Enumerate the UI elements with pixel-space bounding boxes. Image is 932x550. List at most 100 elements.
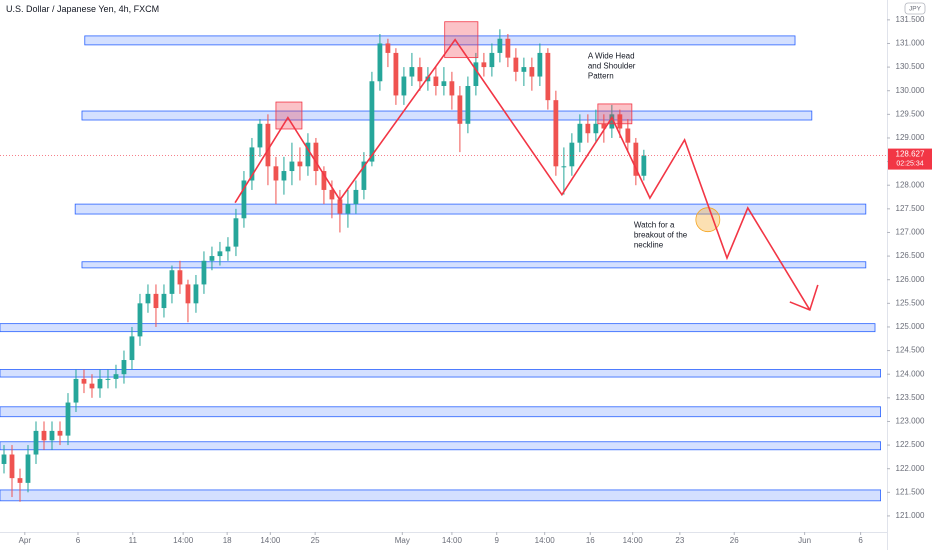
projection-arrowhead (789, 284, 819, 312)
candle-body (169, 270, 175, 294)
candle-body (17, 478, 23, 483)
candle-body (313, 142, 319, 172)
x-tick-label: Apr (19, 536, 32, 545)
candle-body (601, 123, 607, 129)
x-tick-label: 6 (858, 536, 863, 545)
candle-body (177, 270, 183, 285)
pattern-box (444, 21, 479, 59)
candle-body (561, 166, 567, 168)
candle-body (393, 52, 399, 96)
y-tick-label: 126.000 (896, 275, 925, 284)
y-tick-label: 123.000 (896, 417, 925, 426)
candle-body (641, 155, 647, 176)
candle-body (465, 85, 471, 124)
candle-body (33, 430, 39, 455)
candle-body (401, 76, 407, 96)
candle-body (249, 147, 255, 181)
candle-body (41, 430, 47, 441)
candle-body (529, 67, 535, 77)
support-resistance-zone (0, 369, 882, 378)
candle-body (321, 171, 327, 190)
candle-body (585, 123, 591, 134)
y-tick-label: 122.500 (896, 440, 925, 449)
support-resistance-zone (0, 441, 882, 451)
currency-badge[interactable] (904, 2, 926, 15)
y-tick-label: 122.000 (896, 464, 925, 473)
y-tick-label: 131.500 (896, 15, 925, 24)
candle-body (617, 114, 623, 129)
last-price-badge (888, 148, 932, 170)
last-price-label: 128.627 (896, 150, 925, 159)
candle-body (273, 166, 279, 181)
candle-body (209, 256, 215, 261)
candle-body (345, 204, 351, 214)
x-tick-label: 14:00 (623, 536, 644, 545)
y-tick-label: 129.000 (896, 133, 925, 142)
candle-body (537, 52, 543, 77)
candle-body (201, 260, 207, 285)
candle-body (473, 62, 479, 86)
drawings-layer: A Wide Head and Shoulder Pattern Watch for … (234, 21, 819, 312)
y-tick-label: 126.500 (896, 251, 925, 260)
candle-body (289, 161, 295, 172)
candle-body (625, 128, 631, 143)
chart-title: U.S. Dollar / Japanese Yen, 4h, FXCM (6, 4, 159, 14)
candle-body (481, 62, 487, 68)
candle-body (377, 43, 383, 82)
x-tick-label: 14:00 (260, 536, 281, 545)
y-tick-label: 127.000 (896, 228, 925, 237)
candle-body (545, 52, 551, 101)
candle-body (305, 142, 311, 167)
candle-body (105, 378, 111, 380)
annotation-line: breakout of the (634, 231, 688, 240)
candle-body (593, 123, 599, 134)
y-tick-label: 124.500 (896, 346, 925, 355)
candle-body (193, 284, 199, 304)
candle-body (145, 293, 151, 304)
annotation-line: and Shoulder (588, 62, 636, 71)
annotation-line: Pattern (588, 72, 614, 81)
candle-body (361, 161, 367, 190)
candle-body (233, 218, 239, 247)
candle-body (57, 430, 63, 436)
y-tick-label: 125.500 (896, 298, 925, 307)
x-tick-label: 14:00 (442, 536, 463, 545)
x-tick-label: May (395, 536, 410, 545)
y-tick-label: 130.000 (896, 86, 925, 95)
y-tick-label: 121.500 (896, 487, 925, 496)
support-resistance-zone (81, 261, 867, 269)
breakout-marker (695, 207, 721, 233)
y-tick-label: 128.000 (896, 180, 925, 189)
candle-body (81, 378, 87, 384)
candle-body (217, 251, 223, 257)
candle-body (161, 293, 167, 309)
x-tick-label: 25 (311, 536, 320, 545)
candle-body (49, 430, 55, 441)
x-tick-label: 11 (129, 536, 138, 545)
candle-body (385, 43, 391, 53)
y-tick-label: 131.000 (896, 39, 925, 48)
projection-line (234, 38, 811, 311)
candle-body (297, 161, 303, 167)
annotation-line: A Wide Head (588, 52, 635, 61)
y-tick-label: 123.500 (896, 393, 925, 402)
x-tick-label: 14:00 (173, 536, 194, 545)
candle-body (241, 180, 247, 219)
candle-body (25, 454, 31, 483)
y-tick-label: 127.500 (896, 204, 925, 213)
annotation: Watch for a breakout of the neckline (634, 221, 688, 250)
candle-body (257, 123, 263, 148)
candle-body (369, 81, 375, 162)
candle-body (513, 57, 519, 72)
support-resistance-zone (74, 203, 867, 215)
candle-body (265, 123, 271, 167)
annotation: A Wide Head and Shoulder Pattern (588, 52, 636, 81)
candle-body (457, 95, 463, 124)
countdown-label: 02:25:34 (896, 160, 923, 167)
y-tick-label: 125.000 (896, 322, 925, 331)
x-tick-label: 16 (586, 536, 595, 545)
candle-body (417, 67, 423, 82)
candle-body (153, 293, 159, 309)
